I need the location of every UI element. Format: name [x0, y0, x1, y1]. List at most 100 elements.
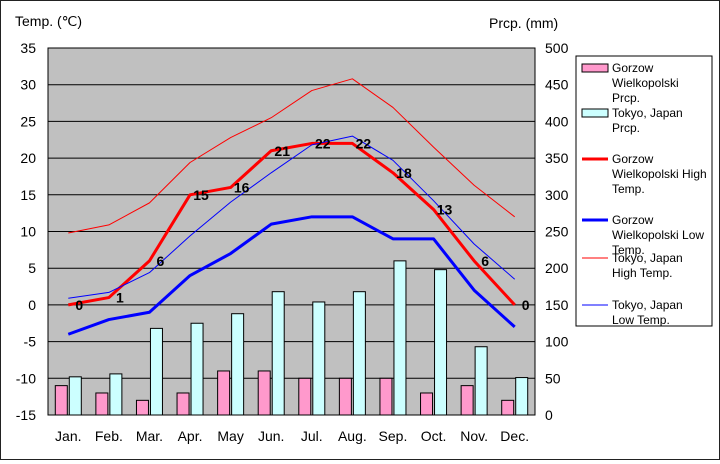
legend-label: Gorzow [612, 61, 654, 75]
left-axis-tick-label: 5 [28, 260, 36, 276]
high-temp-data-label: 0 [75, 297, 83, 313]
high-temp-data-label: 21 [274, 143, 290, 159]
legend-label: Wielkopolski High [612, 167, 707, 181]
legend-label: Tokyo, Japan [612, 251, 683, 265]
right-axis-tick-label: 350 [545, 150, 569, 166]
right-axis-tick-label: 200 [545, 260, 569, 276]
legend-label: Tokyo, Japan [612, 298, 683, 312]
x-axis-tick-label: Apr. [178, 428, 203, 444]
high-temp-data-label: 16 [234, 179, 250, 195]
precipitation-bars [54, 260, 529, 416]
left-axis-tick-label: 30 [20, 77, 36, 93]
legend-label: Prcp. [612, 91, 640, 105]
legend-label: Tokyo, Japan [612, 106, 683, 120]
x-axis-tick-label: Jun. [258, 428, 284, 444]
high-temp-data-label: 1 [116, 290, 124, 306]
precipitation-bar [95, 392, 109, 416]
right-axis-tick-label: 400 [545, 113, 569, 129]
precipitation-bar [109, 373, 123, 416]
right-axis-tick-label: 50 [545, 370, 561, 386]
x-axis-tick-label: Dec. [500, 428, 529, 444]
left-y-axis: 35 30 25 20 15 10 5 0 -5 -10 -15 [16, 40, 36, 423]
high-temp-data-label: 15 [193, 187, 209, 203]
precipitation-bar [474, 346, 488, 416]
right-axis-tick-label: 450 [545, 77, 569, 93]
high-temp-data-label: 6 [481, 253, 489, 269]
x-axis-tick-label: Feb. [95, 428, 123, 444]
left-axis-tick-label: 10 [20, 224, 36, 240]
x-axis-tick-label: Nov. [460, 428, 488, 444]
precipitation-bar [393, 260, 407, 416]
precipitation-bar [379, 377, 393, 416]
x-axis: Jan. Feb. Mar. Apr. May Jun. Jul. Aug. Sep. Oct. N… [55, 428, 529, 444]
legend-label: Wielkopolski Low [612, 228, 704, 242]
legend-label: High Temp. [612, 266, 672, 280]
precipitation-bar [190, 322, 204, 416]
right-axis-title: Prcp. (mm) [489, 15, 558, 31]
precipitation-bar [54, 385, 68, 416]
legend-swatch [581, 108, 609, 118]
temperature-lines [67, 78, 516, 336]
precipitation-bar [271, 291, 285, 416]
right-axis-tick-label: 300 [545, 187, 569, 203]
precipitation-bar [231, 313, 245, 416]
left-axis-tick-label: 20 [20, 150, 36, 166]
high-temp-data-label: 0 [522, 297, 530, 313]
right-axis-tick-label: 0 [545, 407, 553, 423]
precipitation-bar [501, 399, 515, 416]
left-axis-tick-label: -15 [16, 407, 36, 423]
x-axis-tick-label: Jul. [301, 428, 323, 444]
left-axis-tick-label: 25 [20, 113, 36, 129]
x-axis-tick-label: Sep. [379, 428, 408, 444]
legend-label: Prcp. [612, 121, 640, 135]
legend-label: Low Temp. [612, 313, 670, 327]
right-axis-tick-label: 150 [545, 297, 569, 313]
legend-label: Temp. [612, 243, 645, 257]
legend-swatch [581, 63, 609, 73]
precipitation-bar [460, 385, 474, 416]
left-axis-title: Temp. (℃) [15, 13, 82, 29]
temperature-series-line [67, 215, 516, 336]
precipitation-bar [420, 392, 434, 416]
gridlines [48, 84, 535, 379]
x-axis-tick-label: Jan. [55, 428, 81, 444]
precipitation-bar [515, 377, 529, 416]
left-axis-tick-label: -5 [24, 334, 37, 350]
precipitation-bar [135, 399, 149, 416]
high-temp-data-label: 13 [437, 201, 453, 217]
precipitation-bar [298, 377, 312, 416]
legend-label: Gorzow [612, 213, 654, 227]
temperature-series-line [68, 135, 516, 299]
left-axis-tick-label: 0 [28, 297, 36, 313]
left-axis-tick-label: -10 [16, 370, 36, 386]
right-axis-tick-label: 500 [545, 40, 569, 56]
x-axis-tick-label: Mar. [136, 428, 163, 444]
precipitation-bar [176, 392, 190, 416]
right-axis-tick-label: 250 [545, 224, 569, 240]
temperature-series-line [68, 78, 516, 234]
left-axis-tick-label: 35 [20, 40, 36, 56]
high-temp-data-label: 18 [396, 165, 412, 181]
precipitation-bar [338, 377, 352, 416]
right-axis-tick-label: 100 [545, 334, 569, 350]
x-axis-tick-label: Aug. [338, 428, 367, 444]
precipitation-bar [352, 291, 366, 416]
high-temp-data-label: 22 [356, 135, 372, 151]
temperature-series-line [68, 141, 516, 307]
legend-label: Wielkopolski [612, 76, 679, 90]
precipitation-bar [257, 370, 271, 416]
left-axis-tick-label: 15 [20, 187, 36, 203]
precipitation-bar [217, 370, 231, 416]
precipitation-bar [68, 376, 82, 416]
x-axis-tick-label: May [217, 428, 243, 444]
x-axis-tick-label: Oct. [421, 428, 447, 444]
precipitation-bar [312, 301, 326, 416]
legend-box [575, 55, 713, 327]
precipitation-bar [434, 269, 448, 416]
high-temp-data-label: 6 [157, 253, 165, 269]
